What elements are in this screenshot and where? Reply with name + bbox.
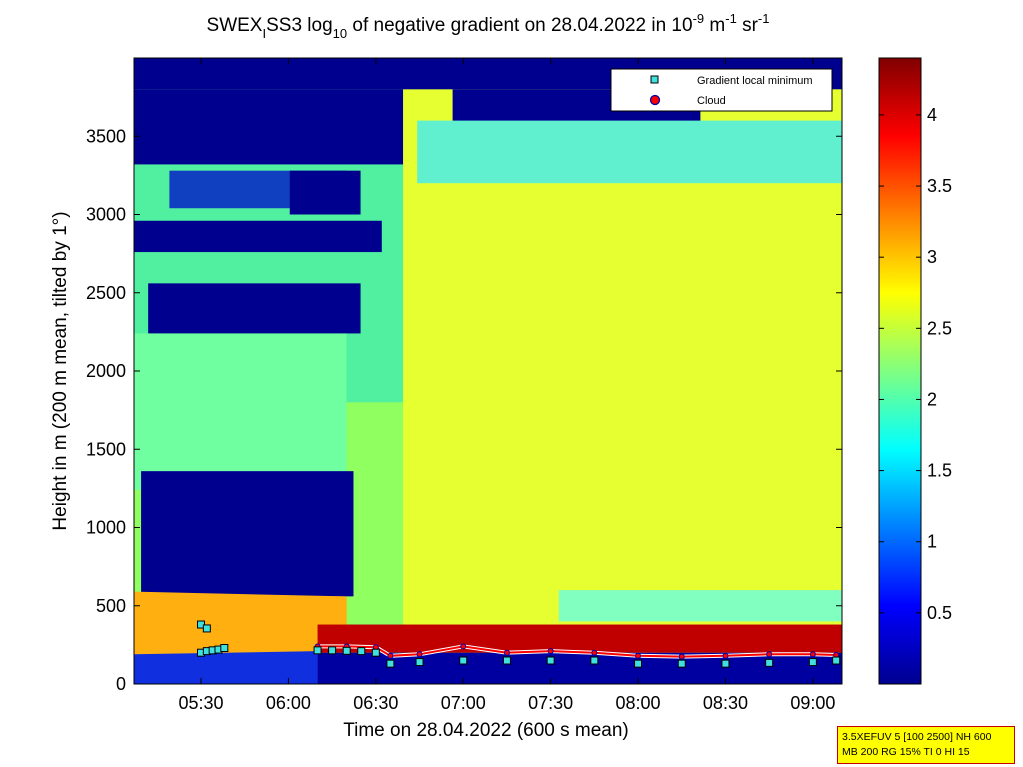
cloud-point (678, 653, 685, 660)
info-line-1: 3.5XEFUV 5 [100 2500] NH 600 (842, 731, 992, 743)
gradient-min-point (832, 656, 841, 665)
field-surface-blue (134, 651, 318, 684)
legend-box (610, 68, 833, 112)
field-surface-layer (134, 591, 347, 656)
y-tick-label: 3500 (86, 126, 126, 146)
gradient-min-point (386, 659, 395, 668)
cloud-point (547, 648, 554, 655)
x-tick-label: 06:30 (353, 693, 398, 713)
gradient-min-point (721, 659, 730, 668)
field-region (417, 120, 842, 184)
colorbar-tick-label: 1.5 (927, 461, 952, 481)
gradient-min-point (357, 647, 366, 656)
legend: Gradient local minimum Cloud (610, 68, 833, 112)
y-tick-label: 2500 (86, 283, 126, 303)
field-region (134, 333, 347, 490)
cloud-point (722, 652, 729, 659)
gradient-min-point (459, 656, 468, 665)
gradient-min-point (590, 656, 599, 665)
gradient-min-point (808, 658, 817, 667)
cloud-point (416, 651, 423, 658)
colorbar-ticks: 0.5 1 1.5 2 2.5 3 3.5 4 (879, 105, 952, 623)
gradient-min-point (220, 644, 229, 653)
info-box: 3.5XEFUV 5 [100 2500] NH 600 MB 200 RG 1… (837, 726, 1015, 764)
x-tick-label: 09:00 (790, 693, 835, 713)
field-region (558, 590, 842, 622)
legend-marker-cloud (649, 94, 661, 106)
info-line-2: MB 200 RG 15% TI 0 HI 15 (842, 746, 970, 758)
legend-marker-gradient-min (650, 75, 659, 84)
field-region (148, 283, 361, 334)
gradient-min-point (342, 646, 351, 655)
colorbar-tick-label: 0.5 (927, 603, 952, 623)
colorbar-tick-label: 3 (927, 247, 937, 267)
gradient-min-point (313, 646, 322, 655)
x-tick-label: 07:30 (528, 693, 573, 713)
x-axis-label: Time on 28.04.2022 (600 s mean) (343, 720, 629, 741)
heatmap-field (134, 58, 842, 684)
y-tick-label: 1500 (86, 439, 126, 459)
gradient-min-point (415, 658, 424, 667)
field-region (141, 471, 354, 597)
x-tick-label: 08:30 (703, 693, 748, 713)
y-tick-label: 1000 (86, 518, 126, 538)
field-below-cloud (317, 652, 842, 684)
legend-label-gradient-min: Gradient local minimum (697, 75, 813, 87)
field-region (134, 89, 404, 165)
gradient-min-point (371, 648, 380, 657)
chart-title: SWEXISS3 log10 of negative gradient on 2… (207, 11, 770, 41)
x-axis: 05:30 06:00 06:30 07:00 07:30 08:00 08:30 09:00 (178, 58, 835, 713)
colorbar (878, 57, 922, 685)
colorbar-tick-label: 2.5 (927, 318, 952, 338)
gradient-min-point (328, 646, 337, 655)
gradient-min-point (677, 659, 686, 668)
colorbar-tick-label: 2 (927, 389, 937, 409)
legend-label-cloud: Cloud (697, 95, 726, 107)
cloud-point (766, 651, 773, 658)
series-layer (197, 620, 841, 668)
y-axis-label: Height in m (200 m mean, tilted by 1°) (50, 211, 71, 530)
gradient-min-point (502, 656, 511, 665)
x-tick-label: 06:00 (266, 693, 311, 713)
colorbar-tick-label: 4 (927, 105, 937, 125)
gradient-min-point (634, 659, 643, 668)
cloud-point (387, 652, 394, 659)
x-tick-label: 08:00 (616, 693, 661, 713)
colorbar-tick-label: 3.5 (927, 176, 952, 196)
y-axis: 0 500 1000 1500 2000 2500 3000 3500 (86, 126, 842, 694)
y-tick-label: 3000 (86, 205, 126, 225)
y-tick-label: 0 (116, 674, 126, 694)
gradient-min-point (765, 658, 774, 667)
cloud-point (635, 652, 642, 659)
gradient-min-point (202, 624, 211, 633)
field-region (289, 170, 361, 215)
cloud-point (503, 649, 510, 656)
y-tick-label: 500 (96, 596, 126, 616)
cloud-point (591, 649, 598, 656)
x-tick-label: 07:00 (441, 693, 486, 713)
field-region (134, 220, 382, 253)
x-tick-label: 05:30 (178, 693, 223, 713)
field-cloud-band (317, 624, 842, 653)
cloud-point (809, 651, 816, 658)
colorbar-tick-label: 1 (927, 532, 937, 552)
y-tick-label: 2000 (86, 361, 126, 381)
cloud-point (460, 643, 467, 650)
gradient-min-point (546, 656, 555, 665)
